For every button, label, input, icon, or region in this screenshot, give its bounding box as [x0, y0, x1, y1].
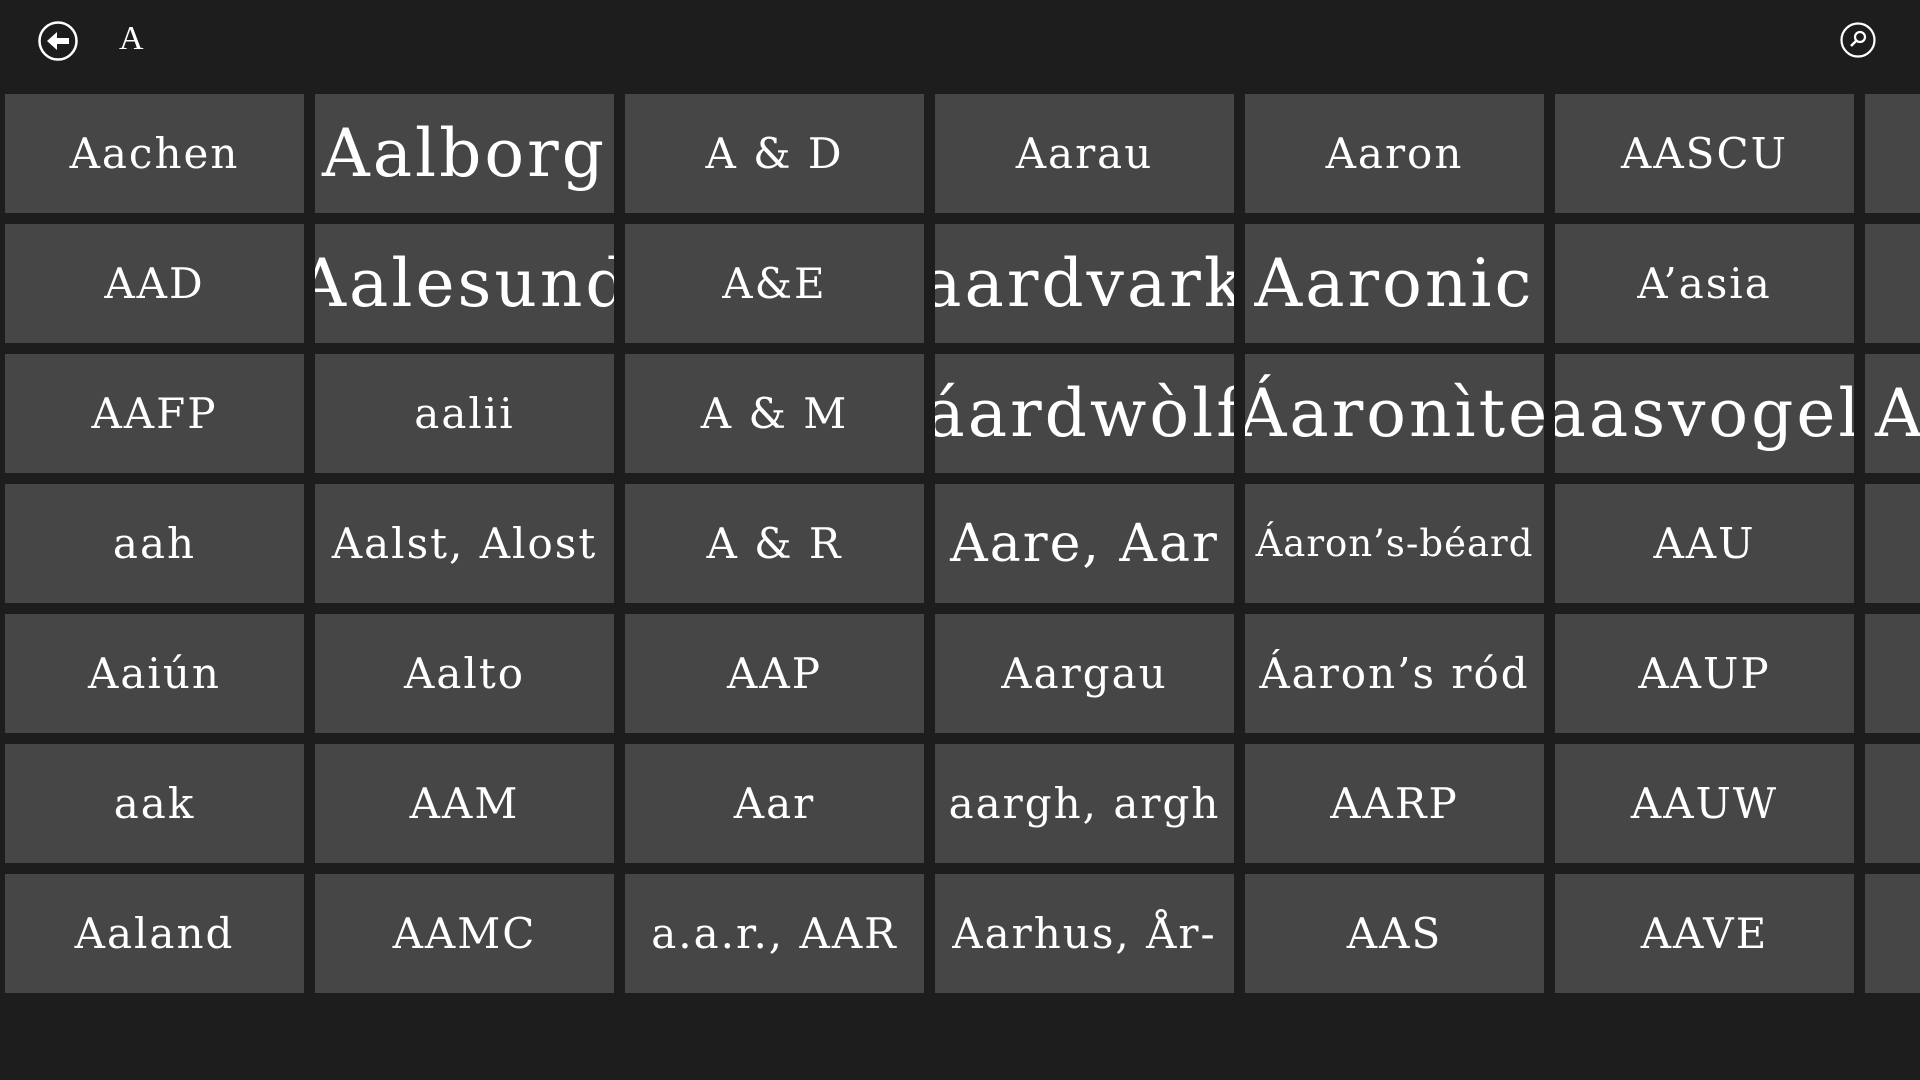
word-tile[interactable] — [1865, 224, 1920, 343]
word-tile[interactable]: AAS — [1245, 874, 1544, 993]
word-tile[interactable]: A’asia — [1555, 224, 1854, 343]
word-row: aah Aalst, Alost A & R Aare, Aar Áaron’s-béa… — [5, 484, 1920, 603]
word-tile[interactable]: AAMC — [315, 874, 614, 993]
word-tile[interactable]: AAP — [625, 614, 924, 733]
word-tile[interactable]: Aaron — [1245, 94, 1544, 213]
word-tile[interactable]: Aalesund — [315, 224, 614, 343]
word-tile[interactable]: Aalst, Alost — [315, 484, 614, 603]
word-tile[interactable]: aak — [5, 744, 304, 863]
word-tile[interactable]: a.a.r., AAR — [625, 874, 924, 993]
word-tile[interactable]: AAUP — [1555, 614, 1854, 733]
word-tile[interactable]: Aargau — [935, 614, 1234, 733]
word-tile[interactable]: Áaron’s ród — [1245, 614, 1544, 733]
search-circle-icon[interactable] — [1840, 22, 1876, 58]
word-tile[interactable]: Aachen — [5, 94, 304, 213]
word-tile[interactable] — [1865, 484, 1920, 603]
word-tile[interactable]: AAM — [315, 744, 614, 863]
word-tile[interactable] — [1865, 744, 1920, 863]
word-tile[interactable] — [1865, 94, 1920, 213]
word-tile[interactable]: A & M — [625, 354, 924, 473]
word-tile[interactable]: AAD — [5, 224, 304, 343]
word-tile[interactable]: aalii — [315, 354, 614, 473]
word-tile[interactable]: aargh, argh — [935, 744, 1234, 863]
word-tile[interactable] — [1865, 874, 1920, 993]
word-tile[interactable]: Áaronìte — [1245, 354, 1544, 473]
word-tile[interactable]: Aarau — [935, 94, 1234, 213]
word-tile[interactable]: Aaiún — [5, 614, 304, 733]
word-row: aak AAM Aar aargh, argh AARP AAUW — [5, 744, 1920, 863]
word-tile[interactable]: aardvark — [935, 224, 1234, 343]
word-tile[interactable]: A & R — [625, 484, 924, 603]
word-tile[interactable]: Aarhus, År- — [935, 874, 1234, 993]
word-tile[interactable]: aasvogel — [1555, 354, 1854, 473]
word-tile[interactable] — [1865, 614, 1920, 733]
word-tile[interactable]: Aaland — [5, 874, 304, 993]
word-tile[interactable]: AAVE — [1555, 874, 1854, 993]
word-tile[interactable]: AAFP — [5, 354, 304, 473]
word-tile[interactable]: Áaron’s-béard — [1245, 484, 1544, 603]
word-tile[interactable]: A & D — [625, 94, 924, 213]
back-arrow-circle-icon[interactable] — [38, 21, 78, 61]
word-tile[interactable]: AAU — [1555, 484, 1854, 603]
word-tile[interactable]: Aalborg — [315, 94, 614, 213]
word-grid: Aachen Aalborg A & D Aarau Aaron AASCU AAD Aale… — [5, 94, 1920, 1004]
top-bar: A — [0, 0, 1920, 90]
word-tile[interactable]: AAUW — [1555, 744, 1854, 863]
word-tile[interactable]: Aalto — [315, 614, 614, 733]
word-tile[interactable]: aah — [5, 484, 304, 603]
word-row: Aaland AAMC a.a.r., AAR Aarhus, År- AAS AAVE — [5, 874, 1920, 993]
word-row: Aaiún Aalto AAP Aargau Áaron’s ród AAUP — [5, 614, 1920, 733]
word-tile[interactable]: A&E — [625, 224, 924, 343]
page-title: A — [119, 20, 144, 57]
word-tile[interactable]: Aar — [625, 744, 924, 863]
word-tile[interactable]: A — [1865, 354, 1920, 473]
word-row: AAD Aalesund A&E aardvark Aaronic A’asia — [5, 224, 1920, 343]
word-tile[interactable]: Aaronic — [1245, 224, 1544, 343]
word-row: Aachen Aalborg A & D Aarau Aaron AASCU — [5, 94, 1920, 213]
word-tile[interactable]: AASCU — [1555, 94, 1854, 213]
word-tile[interactable]: áardwòlf — [935, 354, 1234, 473]
word-tile[interactable]: Aare, Aar — [935, 484, 1234, 603]
word-tile[interactable]: AARP — [1245, 744, 1544, 863]
